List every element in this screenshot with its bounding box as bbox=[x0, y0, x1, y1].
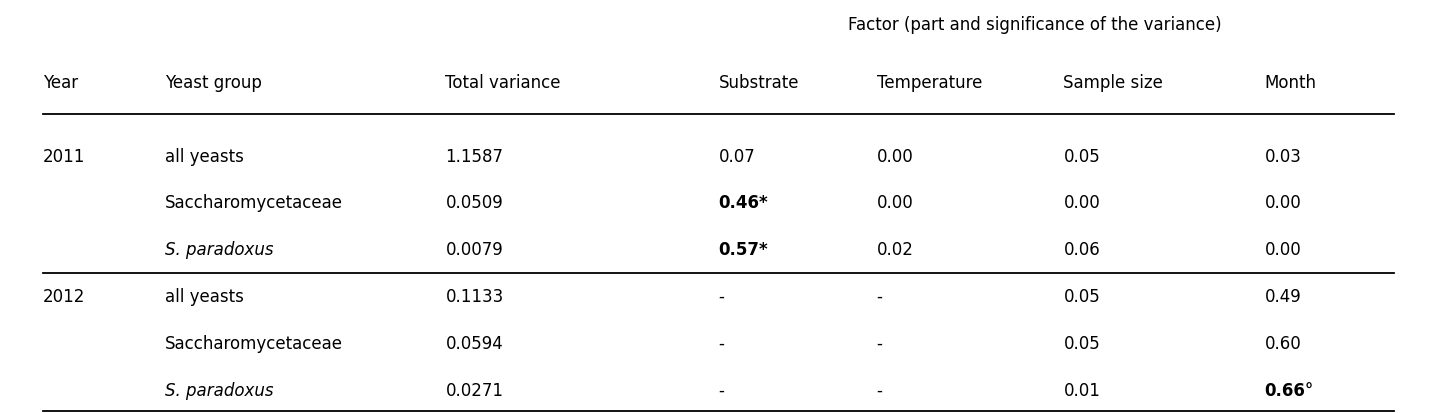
Text: all yeasts: all yeasts bbox=[165, 287, 244, 305]
Text: 0.05: 0.05 bbox=[1063, 147, 1101, 165]
Text: 0.03: 0.03 bbox=[1265, 147, 1302, 165]
Text: 0.02: 0.02 bbox=[877, 241, 914, 259]
Text: -: - bbox=[877, 334, 882, 352]
Text: S. paradoxus: S. paradoxus bbox=[165, 381, 274, 399]
Text: -: - bbox=[718, 381, 724, 399]
Text: 0.00: 0.00 bbox=[1265, 194, 1302, 212]
Text: 0.05: 0.05 bbox=[1063, 287, 1101, 305]
Text: 0.00: 0.00 bbox=[1063, 194, 1101, 212]
Text: Factor (part and significance of the variance): Factor (part and significance of the var… bbox=[848, 16, 1221, 34]
Text: Year: Year bbox=[43, 74, 78, 92]
Text: 2011: 2011 bbox=[43, 147, 85, 165]
Text: 0.01: 0.01 bbox=[1063, 381, 1101, 399]
Text: 0.0594: 0.0594 bbox=[445, 334, 503, 352]
Text: 0.49: 0.49 bbox=[1265, 287, 1302, 305]
Text: 0.00: 0.00 bbox=[1265, 241, 1302, 259]
Text: -: - bbox=[877, 287, 882, 305]
Text: 0.66°: 0.66° bbox=[1265, 381, 1313, 399]
Text: -: - bbox=[877, 381, 882, 399]
Text: 0.0509: 0.0509 bbox=[445, 194, 503, 212]
Text: Month: Month bbox=[1265, 74, 1316, 92]
Text: -: - bbox=[718, 287, 724, 305]
Text: 0.46*: 0.46* bbox=[718, 194, 769, 212]
Text: 1.1587: 1.1587 bbox=[445, 147, 503, 165]
Text: 0.00: 0.00 bbox=[877, 147, 914, 165]
Text: Substrate: Substrate bbox=[718, 74, 799, 92]
Text: 0.57*: 0.57* bbox=[718, 241, 769, 259]
Text: 0.07: 0.07 bbox=[718, 147, 756, 165]
Text: 2012: 2012 bbox=[43, 287, 85, 305]
Text: 0.0079: 0.0079 bbox=[445, 241, 503, 259]
Text: Sample size: Sample size bbox=[1063, 74, 1164, 92]
Text: Temperature: Temperature bbox=[877, 74, 981, 92]
Text: 0.06: 0.06 bbox=[1063, 241, 1101, 259]
Text: Saccharomycetaceae: Saccharomycetaceae bbox=[165, 194, 343, 212]
Text: all yeasts: all yeasts bbox=[165, 147, 244, 165]
Text: Saccharomycetaceae: Saccharomycetaceae bbox=[165, 334, 343, 352]
Text: 0.05: 0.05 bbox=[1063, 334, 1101, 352]
Text: 0.00: 0.00 bbox=[877, 194, 914, 212]
Text: Yeast group: Yeast group bbox=[165, 74, 262, 92]
Text: 0.60: 0.60 bbox=[1265, 334, 1302, 352]
Text: S. paradoxus: S. paradoxus bbox=[165, 241, 274, 259]
Text: 0.0271: 0.0271 bbox=[445, 381, 503, 399]
Text: Total variance: Total variance bbox=[445, 74, 560, 92]
Text: -: - bbox=[718, 334, 724, 352]
Text: 0.1133: 0.1133 bbox=[445, 287, 504, 305]
